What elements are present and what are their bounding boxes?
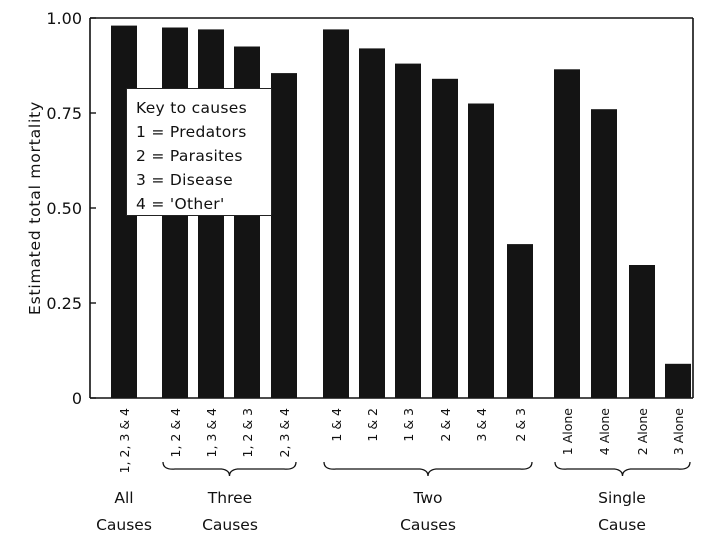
y-tick-label: 0.25 [46,294,82,313]
legend-item-1: 1 = Predators [136,123,247,141]
legend-item-3: 3 = Disease [136,171,233,189]
x-tick-label: 4 Alone [597,408,612,456]
x-tick-label: 1 & 3 [401,408,416,442]
group-label-line2: Causes [202,516,258,534]
y-tick-label: 1.00 [46,9,82,28]
x-tick-label: 1, 2 & 3 [240,408,255,458]
legend-item-2: 2 = Parasites [136,147,243,165]
bar [629,265,655,398]
bar [665,363,691,398]
x-tick-label: 1, 3 & 4 [204,408,219,458]
y-tick-label: 0 [72,389,82,408]
bar [507,244,533,398]
group-label-line1: Single [598,489,646,507]
bar [323,29,349,399]
group-label-line2: Causes [400,516,456,534]
y-tick-label: 0.50 [46,199,82,218]
x-tick-label: 1 & 2 [365,408,380,442]
legend-item-4: 4 = 'Other' [136,195,225,213]
bar [359,48,385,399]
bar [554,69,580,399]
group-label-line1: All [114,489,133,507]
bar [271,73,297,398]
group-label-line2: Cause [598,516,646,534]
x-tick-label: 2 & 4 [438,408,453,442]
x-tick-label: 2 Alone [635,408,650,456]
group-brace [554,461,691,477]
bar [591,109,617,398]
x-tick-label: 1 & 4 [329,408,344,442]
bar [468,103,494,398]
y-axis-label: Estimated total mortality [26,101,44,315]
group-brace [323,461,533,477]
bar [395,63,421,398]
x-tick-label: 3 Alone [671,408,686,456]
group-label-line1: Two [412,489,442,507]
group-label-line2: Causes [96,516,152,534]
x-tick-label: 3 & 4 [474,408,489,442]
x-tick-label: 1, 2, 3 & 4 [117,408,132,473]
y-tick-label: 0.75 [46,104,82,123]
x-tick-label: 1 Alone [560,408,575,456]
group-label-line1: Three [207,489,252,507]
x-tick-label: 2, 3 & 4 [277,408,292,458]
x-tick-label: 1, 2 & 4 [168,408,183,458]
x-tick-label: 2 & 3 [513,408,528,442]
legend-title: Key to causes [136,99,247,117]
legend-key: Key to causes 1 = Predators 2 = Parasite… [126,88,272,216]
bar [432,78,458,399]
group-brace [162,461,297,477]
